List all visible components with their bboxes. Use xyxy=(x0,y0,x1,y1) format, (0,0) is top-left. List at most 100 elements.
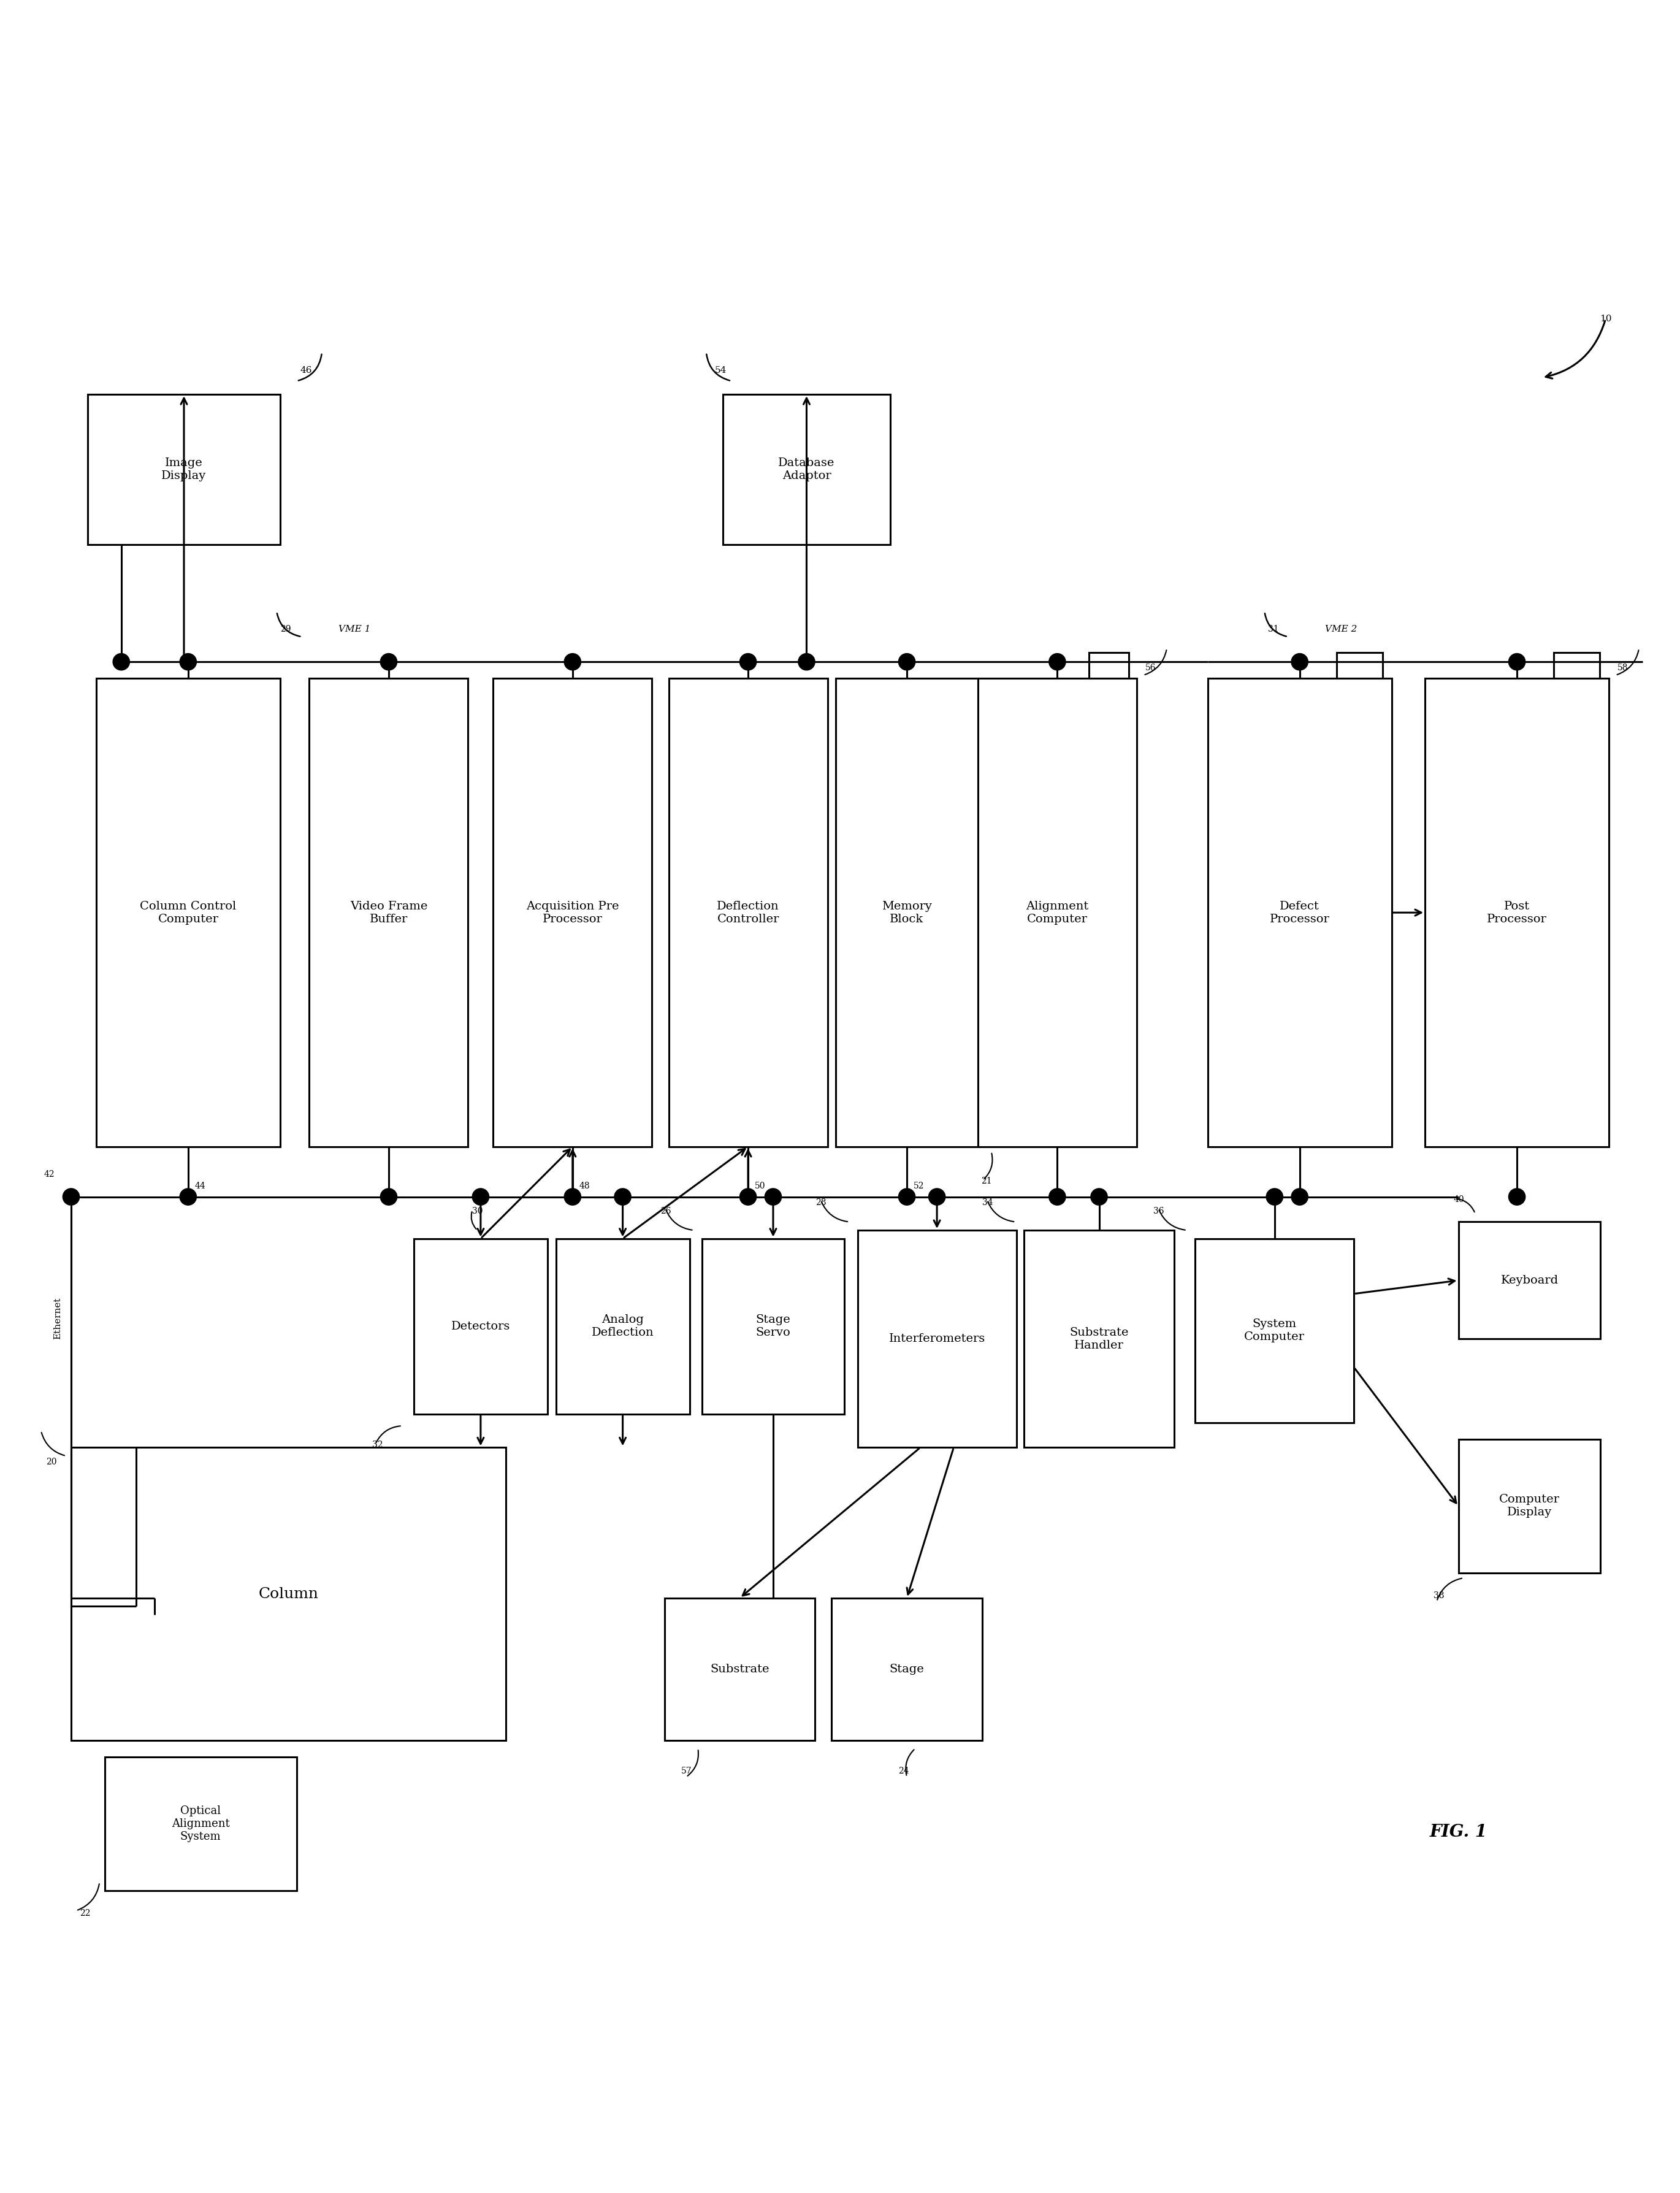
Text: 32: 32 xyxy=(371,1441,383,1450)
Text: 24: 24 xyxy=(899,1768,909,1776)
Text: Detectors: Detectors xyxy=(452,1320,511,1331)
Bar xyxy=(1336,654,1383,678)
Text: Stage
Servo: Stage Servo xyxy=(756,1314,791,1338)
Text: 57: 57 xyxy=(680,1768,692,1776)
Text: Keyboard: Keyboard xyxy=(1500,1274,1559,1285)
Text: Substrate: Substrate xyxy=(711,1664,769,1675)
Bar xyxy=(104,1757,297,1890)
Circle shape xyxy=(764,1189,781,1206)
Text: 42: 42 xyxy=(44,1171,54,1178)
Text: 22: 22 xyxy=(79,1908,91,1917)
Bar xyxy=(1089,654,1129,678)
Text: Stage: Stage xyxy=(889,1664,924,1675)
Bar xyxy=(832,1599,983,1739)
Text: Alignment
Computer: Alignment Computer xyxy=(1026,901,1089,925)
Circle shape xyxy=(929,1189,946,1206)
Circle shape xyxy=(899,1189,916,1206)
Circle shape xyxy=(564,654,581,671)
Bar xyxy=(978,678,1137,1147)
Bar xyxy=(1023,1230,1174,1447)
Text: Ethernet: Ethernet xyxy=(54,1296,62,1340)
Text: Post
Processor: Post Processor xyxy=(1487,901,1547,925)
Text: 44: 44 xyxy=(195,1182,205,1191)
Circle shape xyxy=(1090,1189,1107,1206)
Circle shape xyxy=(1267,1189,1284,1206)
Circle shape xyxy=(1292,1189,1309,1206)
Text: VME 1: VME 1 xyxy=(339,625,371,634)
Bar xyxy=(87,395,281,544)
Text: 48: 48 xyxy=(580,1182,590,1191)
Text: 26: 26 xyxy=(660,1206,670,1215)
Text: Video Frame
Buffer: Video Frame Buffer xyxy=(349,901,427,925)
Text: Computer
Display: Computer Display xyxy=(1499,1493,1559,1518)
Text: Deflection
Controller: Deflection Controller xyxy=(717,901,780,925)
Bar xyxy=(722,395,890,544)
Circle shape xyxy=(1292,654,1309,671)
Bar xyxy=(494,678,652,1147)
Circle shape xyxy=(1509,654,1525,671)
Text: 52: 52 xyxy=(914,1182,924,1191)
Text: Column Control
Computer: Column Control Computer xyxy=(139,901,237,925)
Circle shape xyxy=(739,654,756,671)
Circle shape xyxy=(113,654,129,671)
Text: 46: 46 xyxy=(301,366,312,375)
Circle shape xyxy=(739,1189,756,1206)
Circle shape xyxy=(62,1189,79,1206)
Text: Substrate
Handler: Substrate Handler xyxy=(1070,1327,1129,1351)
Text: 38: 38 xyxy=(1433,1592,1445,1601)
Bar xyxy=(702,1239,843,1414)
Circle shape xyxy=(380,654,396,671)
Text: Image
Display: Image Display xyxy=(161,458,207,482)
Text: FIG. 1: FIG. 1 xyxy=(1430,1825,1487,1840)
Text: 28: 28 xyxy=(816,1197,827,1206)
Text: 21: 21 xyxy=(981,1178,993,1184)
Circle shape xyxy=(615,1189,632,1206)
Bar xyxy=(309,678,469,1147)
Circle shape xyxy=(899,654,916,671)
Text: 10: 10 xyxy=(1599,316,1611,322)
Text: 50: 50 xyxy=(754,1182,766,1191)
Text: 20: 20 xyxy=(45,1458,57,1467)
Text: 29: 29 xyxy=(281,625,291,634)
Text: Column: Column xyxy=(259,1588,319,1601)
Circle shape xyxy=(180,654,197,671)
Text: Defect
Processor: Defect Processor xyxy=(1270,901,1329,925)
Text: 30: 30 xyxy=(472,1206,484,1215)
Bar xyxy=(1554,654,1599,678)
Text: Optical
Alignment
System: Optical Alignment System xyxy=(171,1805,230,1842)
Circle shape xyxy=(380,1189,396,1206)
Bar xyxy=(71,1447,506,1739)
Text: System
Computer: System Computer xyxy=(1245,1318,1305,1342)
Bar xyxy=(857,1230,1016,1447)
Circle shape xyxy=(472,1189,489,1206)
Text: VME 2: VME 2 xyxy=(1326,625,1357,634)
Text: 40: 40 xyxy=(1453,1195,1465,1204)
Text: 54: 54 xyxy=(714,366,726,375)
Text: 36: 36 xyxy=(1154,1206,1164,1215)
Circle shape xyxy=(564,1189,581,1206)
Bar xyxy=(556,1239,689,1414)
Text: 56: 56 xyxy=(1146,664,1156,671)
Bar xyxy=(1425,678,1609,1147)
Text: 34: 34 xyxy=(983,1197,993,1206)
Bar xyxy=(96,678,281,1147)
Circle shape xyxy=(1048,654,1065,671)
Bar xyxy=(669,678,828,1147)
Circle shape xyxy=(180,1189,197,1206)
Bar xyxy=(1458,1439,1601,1572)
Bar xyxy=(1194,1239,1354,1423)
Circle shape xyxy=(1509,1189,1525,1206)
Circle shape xyxy=(798,654,815,671)
Bar xyxy=(1208,678,1391,1147)
Text: Analog
Deflection: Analog Deflection xyxy=(591,1314,654,1338)
Circle shape xyxy=(1048,1189,1065,1206)
Text: Acquisition Pre
Processor: Acquisition Pre Processor xyxy=(526,901,618,925)
Text: Interferometers: Interferometers xyxy=(889,1333,984,1344)
Bar xyxy=(1458,1222,1601,1340)
Bar xyxy=(837,678,978,1147)
Bar xyxy=(413,1239,548,1414)
Bar xyxy=(665,1599,815,1739)
Text: Database
Adaptor: Database Adaptor xyxy=(778,458,835,482)
Text: 58: 58 xyxy=(1618,664,1628,671)
Text: Memory
Block: Memory Block xyxy=(882,901,932,925)
